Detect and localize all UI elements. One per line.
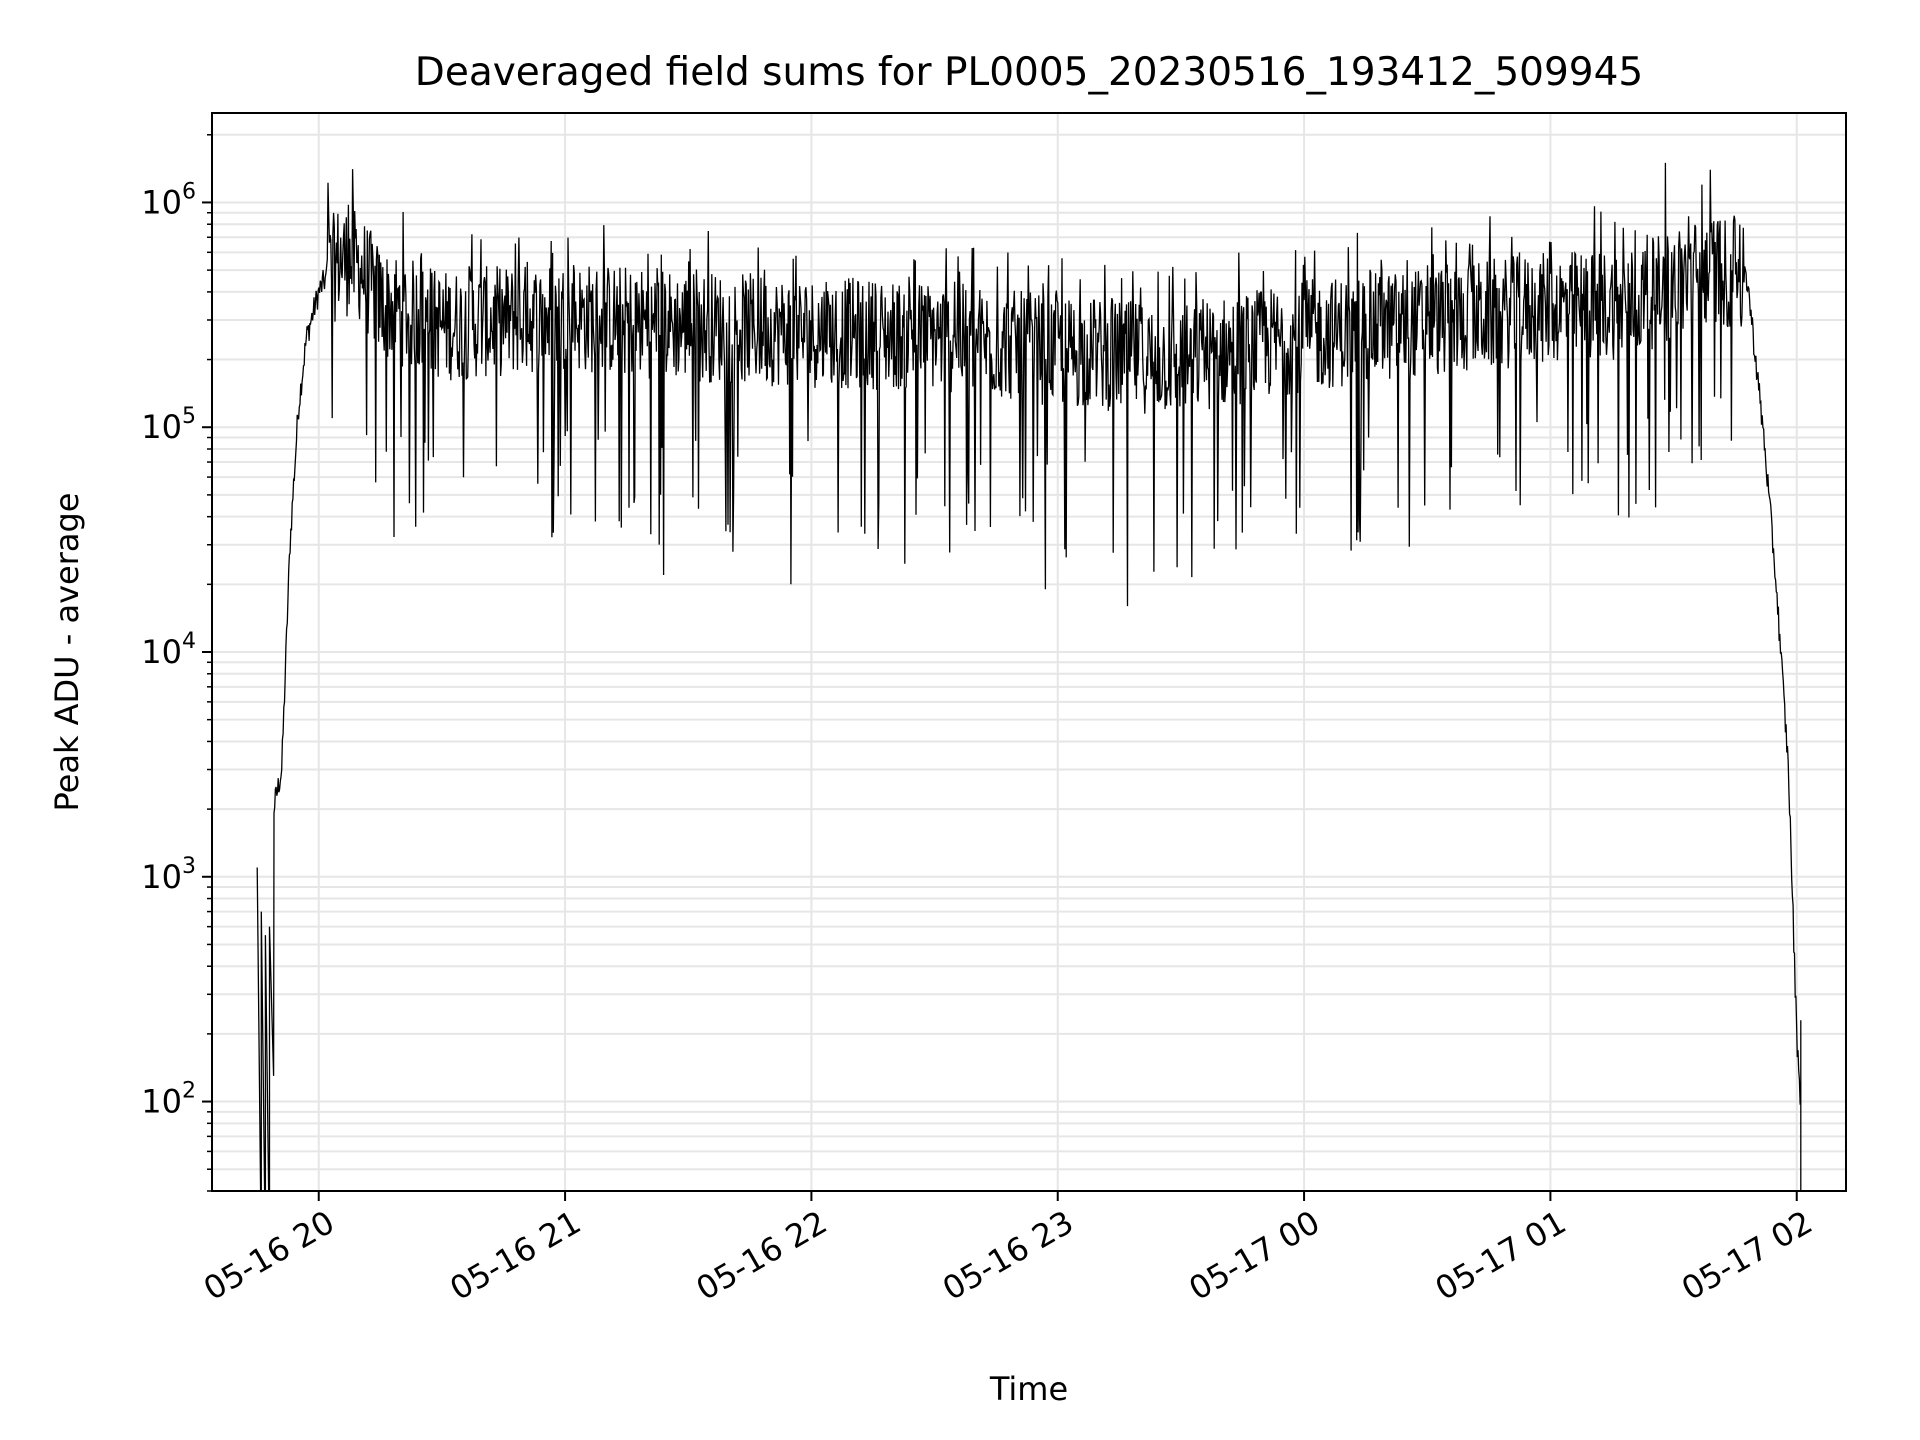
y-tick-label: 102	[141, 1079, 196, 1121]
grid	[212, 113, 1846, 1192]
y-tick-label: 106	[141, 179, 196, 221]
chart-title: Deaveraged field sums for PL0005_2023051…	[415, 50, 1643, 95]
x-tick-label: 05-16 21	[443, 1203, 587, 1308]
x-axis-title: Time	[989, 1370, 1068, 1408]
x-tick-label: 05-17 01	[1429, 1203, 1573, 1308]
x-tick-label: 05-16 22	[690, 1203, 834, 1308]
series-line	[256, 162, 1802, 1191]
y-tick-label: 104	[141, 629, 196, 671]
plot-area	[256, 162, 1802, 1191]
x-tick-label: 05-16 20	[197, 1203, 341, 1308]
x-tick-label: 05-16 23	[936, 1203, 1080, 1308]
x-tick-label: 05-17 00	[1182, 1203, 1326, 1308]
x-tick-label: 05-17 02	[1675, 1203, 1819, 1308]
y-tick-label: 103	[141, 854, 196, 896]
y-axis-title: Peak ADU - average	[48, 493, 86, 812]
y-tick-label: 105	[141, 404, 196, 446]
